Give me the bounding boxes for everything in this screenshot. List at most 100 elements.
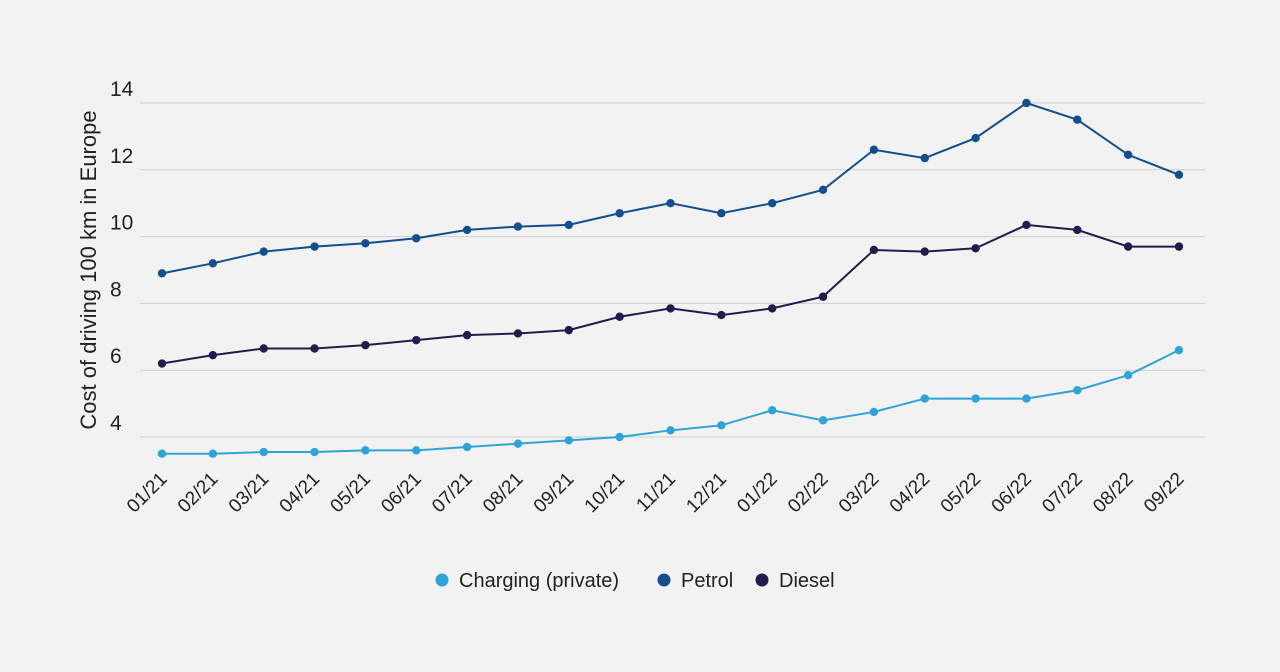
data-point-charging-private-4 [361,446,370,455]
data-point-diesel-19 [1123,242,1133,251]
data-point-diesel-11 [717,310,726,320]
y-axis-ticks: 4 6 8 10 12 14 [110,78,134,435]
x-tick-label-08-22: 08/22 [1089,469,1137,517]
legend-label-diesel: Diesel [779,570,835,592]
data-point-petrol-12 [768,199,777,208]
x-tick-label-07-22: 07/22 [1038,469,1086,517]
x-tick-label-02-21: 02/21 [174,469,222,517]
legend-marker-diesel [755,573,769,587]
data-point-diesel-2 [259,344,268,353]
x-tick-label-10-21: 10/21 [581,469,629,517]
data-point-diesel-1 [208,350,218,360]
x-tick-label-06-22: 06/22 [988,469,1036,517]
legend-label-petrol: Petrol [681,570,733,592]
x-tick-label-05-22: 05/22 [937,469,985,517]
x-tick-label-03-22: 03/22 [835,469,883,517]
data-point-diesel-9 [615,312,624,321]
data-point-diesel-16 [971,244,980,253]
data-point-petrol-1 [208,259,218,268]
y-axis-label: Cost of driving 100 km in Europe [76,110,101,429]
x-tick-label-04-22: 04/22 [886,469,934,517]
data-point-charging-private-17 [1022,394,1031,403]
data-point-petrol-6 [462,225,472,235]
data-point-charging-private-18 [1073,386,1082,395]
data-point-petrol-20 [1174,170,1184,180]
data-point-charging-private-7 [513,439,523,448]
data-point-diesel-0 [157,359,167,368]
y-tick-label-14: 14 [110,78,134,101]
data-point-charging-private-11 [717,421,726,430]
y-tick-label-10: 10 [110,212,133,235]
data-point-diesel-8 [564,325,573,335]
data-point-charging-private-12 [768,406,777,415]
data-point-diesel-3 [310,344,319,353]
data-point-diesel-15 [920,247,929,256]
data-point-charging-private-1 [208,449,218,458]
data-point-diesel-17 [1022,220,1031,230]
data-point-charging-private-15 [920,394,929,403]
data-point-diesel-6 [462,330,472,340]
data-point-diesel-13 [818,292,828,301]
data-point-petrol-14 [869,145,879,154]
data-point-petrol-13 [818,185,828,195]
data-point-petrol-4 [361,239,370,248]
data-point-charging-private-9 [615,432,624,442]
data-point-charging-private-10 [666,426,675,435]
data-point-petrol-8 [564,220,573,230]
x-tick-label-09-22: 09/22 [1140,469,1188,517]
series-lines [157,98,1184,458]
x-tick-label-09-21: 09/21 [530,469,578,517]
data-point-diesel-7 [513,329,523,338]
data-point-petrol-9 [615,209,624,218]
x-tick-label-02-22: 02/22 [784,469,832,517]
x-tick-label-03-21: 03/21 [225,469,273,517]
data-point-diesel-10 [666,304,675,313]
x-tick-label-08-21: 08/21 [479,469,527,517]
x-tick-label-06-21: 06/21 [377,469,425,517]
x-tick-label-01-21: 01/21 [123,469,171,517]
x-tick-label-07-21: 07/21 [428,469,476,517]
data-point-charging-private-16 [971,394,980,403]
x-tick-label-01-22: 01/22 [733,469,781,517]
x-axis-ticks: 01/21 02/21 03/21 04/21 05/21 06/21 07/21 08/21… [123,469,1188,517]
data-point-petrol-10 [666,199,675,208]
data-point-diesel-5 [412,335,421,345]
data-point-petrol-19 [1123,150,1133,159]
data-point-petrol-15 [920,153,929,163]
data-point-diesel-18 [1073,225,1082,235]
data-point-charging-private-2 [259,447,268,457]
legend: Charging (private) Petrol Diesel [435,570,835,592]
data-point-charging-private-14 [869,407,879,417]
y-tick-label-12: 12 [110,145,133,168]
data-point-petrol-5 [412,234,421,243]
data-point-petrol-0 [157,269,167,278]
data-point-diesel-12 [768,304,777,313]
data-point-petrol-18 [1073,115,1082,124]
y-tick-label-6: 6 [110,345,122,368]
data-point-charging-private-13 [818,416,828,425]
data-point-diesel-14 [869,245,879,255]
data-point-petrol-7 [513,222,523,231]
legend-marker-charging-private [435,573,449,587]
x-tick-label-11-21: 11/21 [633,469,680,516]
grid-lines [140,102,1205,438]
x-tick-label-12-21: 12/21 [682,469,730,517]
legend-label-charging-private: Charging (private) [459,570,619,592]
data-point-petrol-16 [971,133,980,143]
data-point-charging-private-5 [412,446,421,455]
data-point-charging-private-0 [157,449,167,458]
y-tick-label-8: 8 [110,278,122,301]
data-point-charging-private-19 [1123,371,1133,380]
x-tick-label-04-21: 04/21 [276,469,324,517]
data-point-petrol-3 [310,242,319,251]
legend-marker-petrol [657,573,671,587]
x-tick-label-05-21: 05/21 [326,469,374,517]
data-point-petrol-17 [1022,98,1031,108]
data-point-diesel-4 [361,340,370,350]
data-point-petrol-2 [259,247,268,256]
data-point-charging-private-3 [310,447,319,457]
y-tick-label-4: 4 [110,412,122,435]
data-point-charging-private-8 [564,436,573,445]
data-point-diesel-20 [1174,242,1184,251]
